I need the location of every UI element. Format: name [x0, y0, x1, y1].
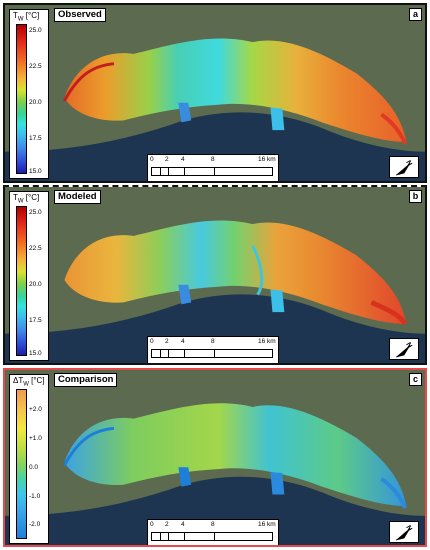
scale-label: 2: [165, 338, 169, 345]
scale-label: 8: [211, 338, 215, 345]
panel-letter: b: [409, 190, 422, 203]
scale-label: 0: [150, 338, 154, 345]
legend-tick: 20.0: [29, 281, 42, 288]
scale-label: 8: [211, 156, 215, 163]
color-legend: ΔTW [°C] +2.0 +1.0 0.0 -1.0 -2.0: [9, 374, 49, 544]
legend-tick: 17.5: [29, 317, 42, 324]
panel-letter: c: [409, 373, 422, 386]
panel-title: Modeled: [54, 190, 101, 204]
scale-label: 16 km: [258, 521, 276, 528]
legend-tick: -2.0: [29, 521, 41, 528]
scale-label: 2: [165, 156, 169, 163]
color-legend: TW [°C] 25.0 22.5 20.0 17.5 15.0: [9, 191, 49, 361]
legend-tick: 22.5: [29, 63, 42, 70]
panel-comparison: Comparison c ΔTW [°C] +2.0 +1.0 0.0 -1.0…: [3, 368, 427, 547]
legend-tick: 0.0: [29, 464, 39, 471]
north-arrow-icon: N: [389, 338, 419, 360]
legend-tick: 25.0: [29, 27, 42, 34]
scale-label: 16 km: [258, 338, 276, 345]
scale-label: 4: [181, 521, 185, 528]
legend-tick: +1.0: [29, 435, 42, 442]
scale-bar: 0 2 4 8 16 km: [147, 154, 279, 181]
legend-tick: 22.5: [29, 245, 42, 252]
scale-bar: 0 2 4 8 16 km: [147, 336, 279, 363]
scale-label: 4: [181, 156, 185, 163]
satellite-map: [5, 5, 425, 181]
panel-observed: Observed a TW [°C] 25.0 22.5 20.0 17.5 1…: [3, 3, 427, 183]
scale-label: 0: [150, 521, 154, 528]
color-legend: TW [°C] 25.0 22.5 20.0 17.5 15.0: [9, 9, 49, 179]
satellite-map: [5, 370, 425, 545]
panel-title: Observed: [54, 8, 106, 22]
legend-tick: 15.0: [29, 168, 42, 175]
satellite-map: [5, 187, 425, 363]
scale-label: 4: [181, 338, 185, 345]
legend-tick: 20.0: [29, 99, 42, 106]
scale-label: 8: [211, 521, 215, 528]
legend-tick: +2.0: [29, 406, 42, 413]
scale-label: 16 km: [258, 156, 276, 163]
legend-title: ΔTW [°C]: [13, 376, 45, 388]
scale-bar: 0 2 4 8 16 km: [147, 519, 279, 545]
legend-title: TW [°C]: [13, 193, 40, 205]
scale-label: 2: [165, 521, 169, 528]
colorbar: [16, 389, 27, 539]
north-arrow-icon: N: [389, 156, 419, 178]
legend-tick: 25.0: [29, 209, 42, 216]
panel-modeled: Modeled b TW [°C] 25.0 22.5 20.0 17.5 15…: [3, 185, 427, 365]
colorbar: [16, 206, 27, 356]
colorbar: [16, 24, 27, 174]
panel-letter: a: [409, 8, 422, 21]
legend-title: TW [°C]: [13, 11, 40, 23]
scale-label: 0: [150, 156, 154, 163]
legend-tick: 15.0: [29, 350, 42, 357]
panel-title: Comparison: [54, 373, 118, 387]
north-arrow-icon: N: [389, 521, 419, 543]
legend-tick: 17.5: [29, 135, 42, 142]
legend-tick: -1.0: [29, 493, 41, 500]
